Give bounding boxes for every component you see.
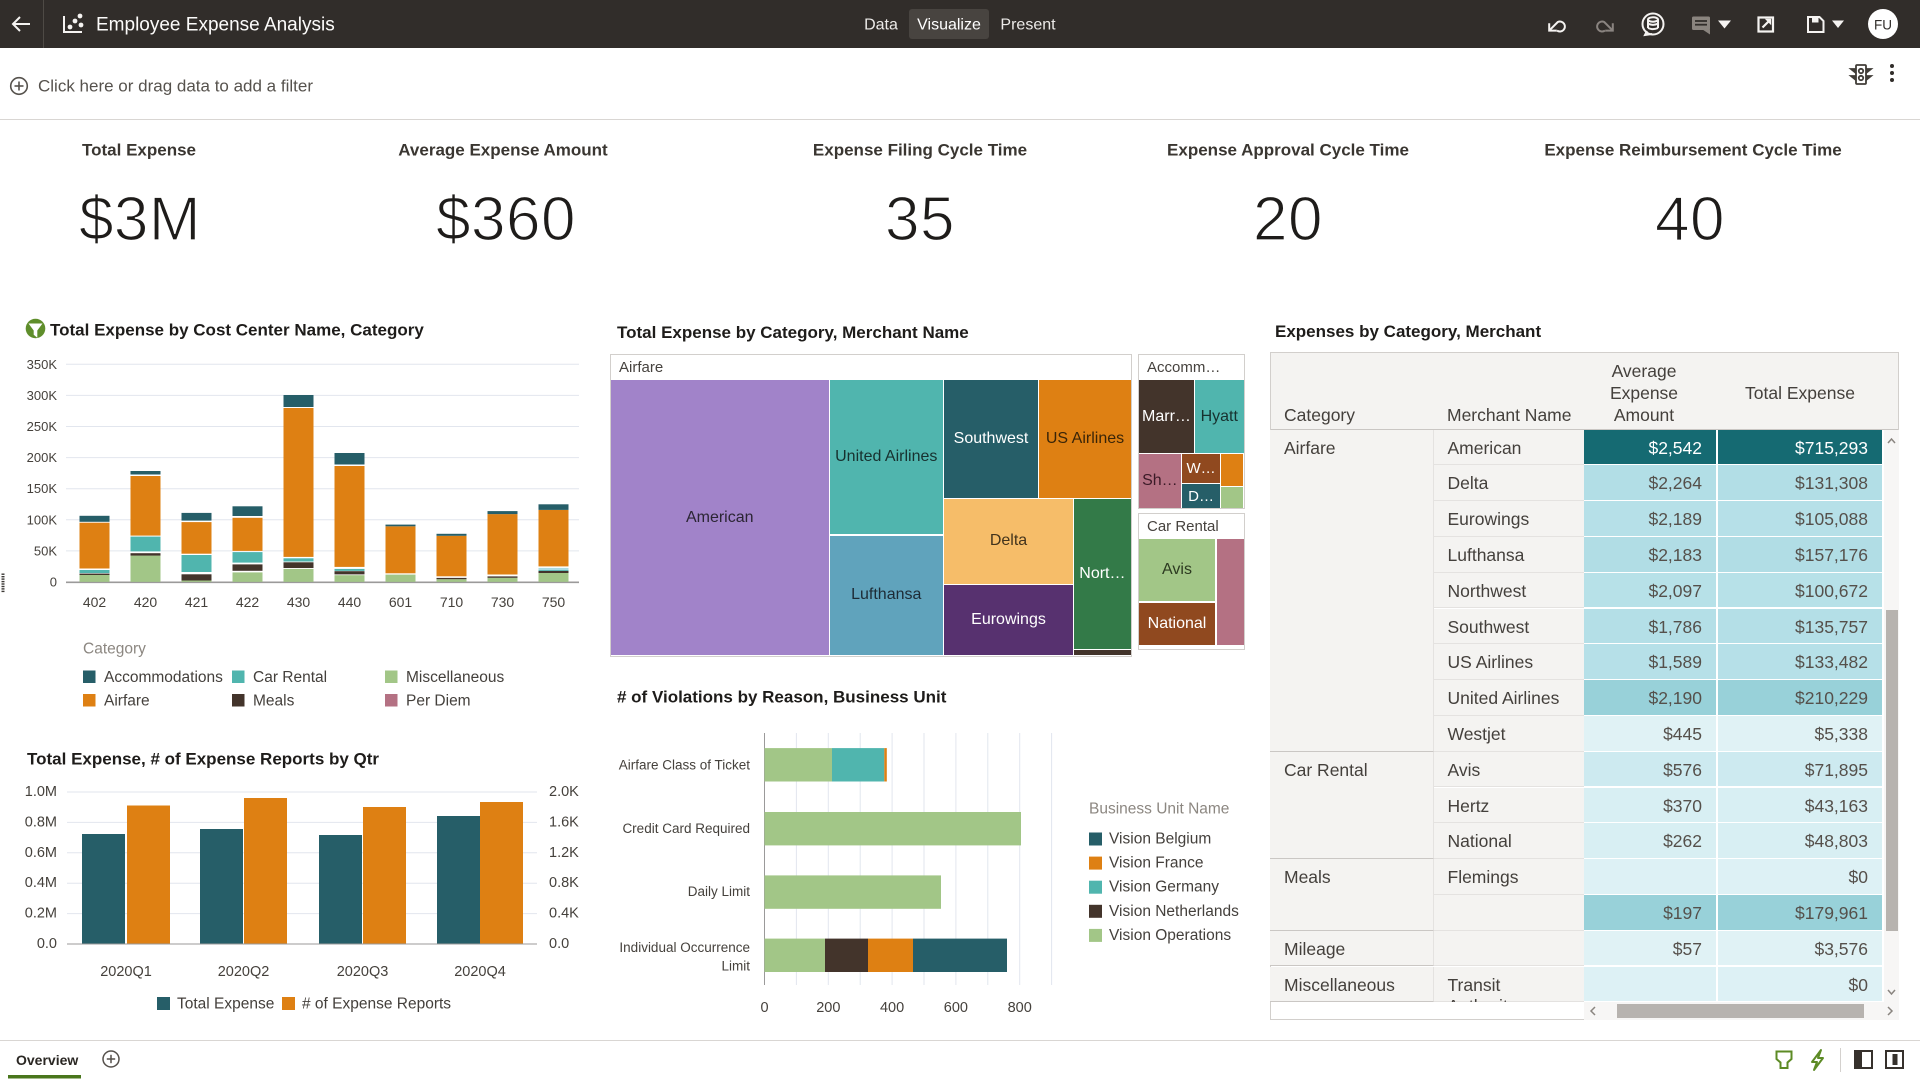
svg-text:Amount: Amount	[1614, 405, 1674, 425]
svg-text:2020Q3: 2020Q3	[337, 964, 389, 980]
svg-text:Employee Expense Analysis: Employee Expense Analysis	[96, 15, 335, 36]
svg-text:Average Expense Amount: Average Expense Amount	[398, 141, 608, 160]
svg-text:0.0: 0.0	[37, 936, 57, 952]
svg-text:1.6K: 1.6K	[549, 814, 579, 830]
svg-text:1.0M: 1.0M	[25, 784, 57, 800]
svg-text:Total Expense by Cost Center N: Total Expense by Cost Center Name, Categ…	[50, 321, 424, 340]
svg-text:800: 800	[1008, 1000, 1032, 1016]
svg-text:2020Q2: 2020Q2	[218, 964, 270, 980]
svg-text:2020Q4: 2020Q4	[454, 964, 506, 980]
svg-text:440: 440	[338, 594, 362, 610]
svg-text:Total Expense, # of Expense Re: Total Expense, # of Expense Reports by Q…	[27, 750, 379, 769]
svg-text:750: 750	[542, 594, 566, 610]
svg-text:Vision Operations: Vision Operations	[1109, 927, 1231, 944]
svg-text:50K: 50K	[34, 543, 57, 558]
svg-text:Per Diem: Per Diem	[406, 692, 471, 709]
svg-text:Expense: Expense	[1610, 383, 1678, 403]
svg-text:Category: Category	[1284, 405, 1355, 425]
svg-text:Category: Category	[83, 641, 146, 658]
svg-text:Vision Belgium: Vision Belgium	[1109, 831, 1211, 848]
svg-text:0.8K: 0.8K	[549, 875, 579, 891]
svg-text:Airfare: Airfare	[104, 692, 150, 709]
svg-text:35: 35	[885, 185, 955, 254]
svg-text:Individual Occurrence: Individual Occurrence	[619, 940, 750, 955]
svg-text:# of Violations by Reason, Bus: # of Violations by Reason, Business Unit	[617, 688, 947, 707]
svg-text:730: 730	[491, 594, 515, 610]
svg-text:Daily Limit: Daily Limit	[688, 884, 751, 899]
svg-text:0.0: 0.0	[549, 936, 569, 952]
svg-text:0.8M: 0.8M	[25, 814, 57, 830]
svg-text:$360: $360	[436, 185, 576, 254]
svg-text:Total Expense: Total Expense	[1745, 383, 1855, 403]
svg-text:200K: 200K	[27, 450, 58, 465]
svg-text:420: 420	[134, 594, 158, 610]
svg-text:0.6M: 0.6M	[25, 845, 57, 861]
svg-text:Vision France: Vision France	[1109, 855, 1203, 872]
svg-text:402: 402	[83, 594, 107, 610]
svg-text:# of Expense Reports: # of Expense Reports	[302, 996, 451, 1013]
svg-text:40: 40	[1655, 185, 1725, 254]
svg-text:0.2M: 0.2M	[25, 906, 57, 922]
svg-text:0.4M: 0.4M	[25, 875, 57, 891]
svg-text:2020Q1: 2020Q1	[100, 964, 152, 980]
svg-text:Average: Average	[1612, 361, 1677, 381]
svg-text:20: 20	[1253, 185, 1323, 254]
svg-text:0: 0	[50, 575, 57, 590]
svg-text:Present: Present	[1000, 17, 1056, 34]
svg-text:Credit Card Required: Credit Card Required	[622, 821, 750, 836]
svg-text:422: 422	[236, 594, 260, 610]
svg-text:Expense Reimbursement Cycle Ti: Expense Reimbursement Cycle Time	[1544, 141, 1841, 160]
svg-text:FU: FU	[1874, 18, 1892, 33]
svg-text:Vision Netherlands: Vision Netherlands	[1109, 903, 1239, 920]
svg-text:2.0K: 2.0K	[549, 784, 579, 800]
svg-text:0: 0	[760, 1000, 768, 1016]
svg-text:Data: Data	[864, 17, 898, 34]
svg-text:$3M: $3M	[79, 185, 201, 254]
svg-text:Visualize: Visualize	[917, 17, 981, 34]
svg-text:600: 600	[944, 1000, 968, 1016]
svg-text:Expense Filing Cycle Time: Expense Filing Cycle Time	[813, 141, 1027, 160]
svg-text:350K: 350K	[27, 357, 58, 372]
svg-text:250K: 250K	[27, 419, 58, 434]
svg-text:Airfare Class of Ticket: Airfare Class of Ticket	[619, 757, 751, 772]
svg-text:400: 400	[880, 1000, 904, 1016]
svg-text:Car Rental: Car Rental	[253, 669, 327, 686]
svg-text:Limit: Limit	[721, 959, 750, 974]
svg-text:Miscellaneous: Miscellaneous	[406, 669, 504, 686]
svg-text:Meals: Meals	[253, 692, 295, 709]
svg-text:710: 710	[440, 594, 464, 610]
svg-text:200: 200	[816, 1000, 840, 1016]
svg-text:Click here or drag data to add: Click here or drag data to add a filter	[38, 77, 313, 96]
svg-text:100K: 100K	[27, 512, 58, 527]
svg-text:Business Unit Name: Business Unit Name	[1089, 801, 1229, 818]
svg-text:430: 430	[287, 594, 311, 610]
svg-text:1.2K: 1.2K	[549, 845, 579, 861]
svg-text:Merchant Name: Merchant Name	[1447, 405, 1572, 425]
svg-text:150K: 150K	[27, 481, 58, 496]
svg-text:300K: 300K	[27, 388, 58, 403]
svg-text:Accommodations: Accommodations	[104, 669, 223, 686]
svg-text:Expense Approval Cycle Time: Expense Approval Cycle Time	[1167, 141, 1409, 160]
svg-text:Total Expense: Total Expense	[82, 141, 196, 160]
svg-text:Overview: Overview	[16, 1052, 78, 1068]
svg-text:0.4K: 0.4K	[549, 906, 579, 922]
svg-text:Vision Germany: Vision Germany	[1109, 879, 1219, 896]
svg-text:601: 601	[389, 594, 413, 610]
svg-text:Total Expense: Total Expense	[177, 996, 274, 1013]
svg-text:421: 421	[185, 594, 209, 610]
